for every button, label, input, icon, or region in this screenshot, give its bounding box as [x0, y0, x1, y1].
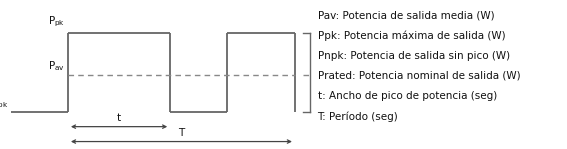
Text: Pnpk: Potencia de salida sin pico (W): Pnpk: Potencia de salida sin pico (W): [318, 51, 510, 61]
Text: P$_{\sf npk}$: P$_{\sf npk}$: [0, 97, 9, 111]
Text: Pav: Potencia de salida media (W): Pav: Potencia de salida media (W): [318, 10, 494, 20]
Text: Prated: Potencia nominal de salida (W): Prated: Potencia nominal de salida (W): [318, 71, 520, 81]
Text: t: t: [117, 113, 121, 123]
Text: t: Ancho de pico de potencia (seg): t: Ancho de pico de potencia (seg): [318, 91, 497, 101]
Text: P$_{\sf pk}$: P$_{\sf pk}$: [48, 15, 65, 29]
Text: P$_{\sf av}$: P$_{\sf av}$: [48, 59, 65, 73]
Text: T: Período (seg): T: Período (seg): [318, 111, 398, 121]
Text: Ppk: Potencia máxima de salida (W): Ppk: Potencia máxima de salida (W): [318, 31, 505, 41]
Text: T: T: [178, 128, 185, 138]
